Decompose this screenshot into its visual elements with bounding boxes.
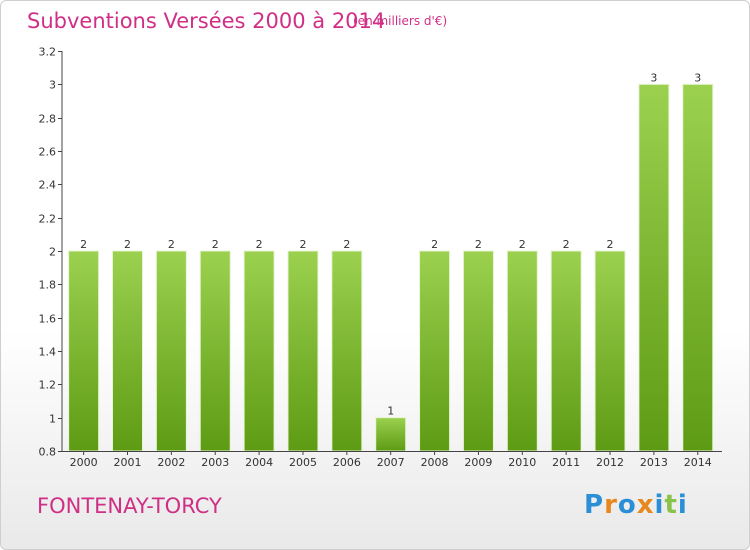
x-tick-label: 2008 [421,456,449,469]
data-label: 2 [168,238,175,251]
x-tick-label: 2001 [114,456,142,469]
logo-letter: x [636,490,655,520]
bar-2010 [506,250,538,452]
data-label: 2 [212,238,219,251]
data-label: 3 [650,71,657,84]
bar-2008 [419,250,451,452]
bar-2012 [594,250,626,452]
x-tick-label: 2000 [70,456,98,469]
chart-title: Subventions Versées 2000 à 2014 [27,9,386,33]
y-tick-label: 0.8 [39,446,57,459]
y-tick-label: 2.4 [39,179,57,192]
x-tick-label: 2003 [201,456,229,469]
bar-2007 [375,417,407,452]
data-label: 2 [343,238,350,251]
x-tick-label: 2004 [245,456,273,469]
bar-2001 [112,250,143,452]
bar-2003 [199,250,231,452]
bar-2013 [638,83,670,452]
y-tick-label: 1.4 [39,346,57,359]
y-tick-label: 2.2 [39,213,57,226]
y-tick-label: 1.6 [39,313,57,326]
x-tick-label: 2005 [289,456,317,469]
data-label: 2 [475,238,482,251]
data-label: 2 [607,238,614,251]
x-tick-label: 2010 [508,456,536,469]
y-tick-label: 1.8 [39,279,57,292]
bar-2011 [550,250,582,452]
data-label: 2 [519,238,526,251]
data-label: 2 [124,238,131,251]
proxiti-logo: Proxiti [584,490,688,520]
bar-2005 [287,250,319,452]
data-label: 1 [387,405,394,418]
y-tick-label: 3 [49,79,56,92]
logo-letter: o [617,490,637,520]
data-label: 3 [694,71,701,84]
x-tick-label: 2007 [377,456,405,469]
bar-2002 [155,250,187,452]
bar-2009 [462,250,494,452]
x-tick-label: 2011 [552,456,580,469]
y-tick-label: 1.2 [39,379,57,392]
bar-2006 [331,250,363,452]
bars: 2 2 2 2 2 2 2 1 2 2 2 2 2 3 3 [68,71,714,452]
chart-subtitle: (en milliers d'€) [353,14,448,28]
y-tick-label: 1 [49,413,56,426]
data-label: 2 [80,238,87,251]
y-tick-label: 2.6 [39,146,57,159]
x-tick-label: 2006 [333,456,361,469]
logo-letter: t [664,490,678,520]
x-axis: 2000 2001 2002 2003 2004 2005 2006 2007 2008 2009… [62,451,722,469]
x-tick-label: 2014 [684,456,712,469]
bar-2014 [682,83,714,452]
bar-2000 [68,250,100,452]
x-tick-label: 2009 [464,456,492,469]
data-label: 2 [431,238,438,251]
x-tick-label: 2002 [157,456,185,469]
y-tick-label: 3.2 [39,46,57,59]
data-label: 2 [256,238,263,251]
data-label: 2 [563,238,570,251]
logo-letter: r [604,490,618,520]
bar-2004 [243,250,275,452]
logo-letter: i [654,490,665,520]
y-tick-label: 2.8 [39,113,57,126]
y-tick-label: 2 [49,246,56,259]
y-axis: 0.8 1 1.2 1.4 1.6 1.8 2 2.2 2.4 2.6 2.8 3 3.2 [39,46,63,459]
data-label: 2 [299,238,306,251]
logo-letter: P [584,490,605,520]
x-tick-label: 2012 [596,456,624,469]
logo-letter: i [677,490,688,520]
city-name: FONTENAY-TORCY [37,494,222,518]
x-tick-label: 2013 [640,456,668,469]
